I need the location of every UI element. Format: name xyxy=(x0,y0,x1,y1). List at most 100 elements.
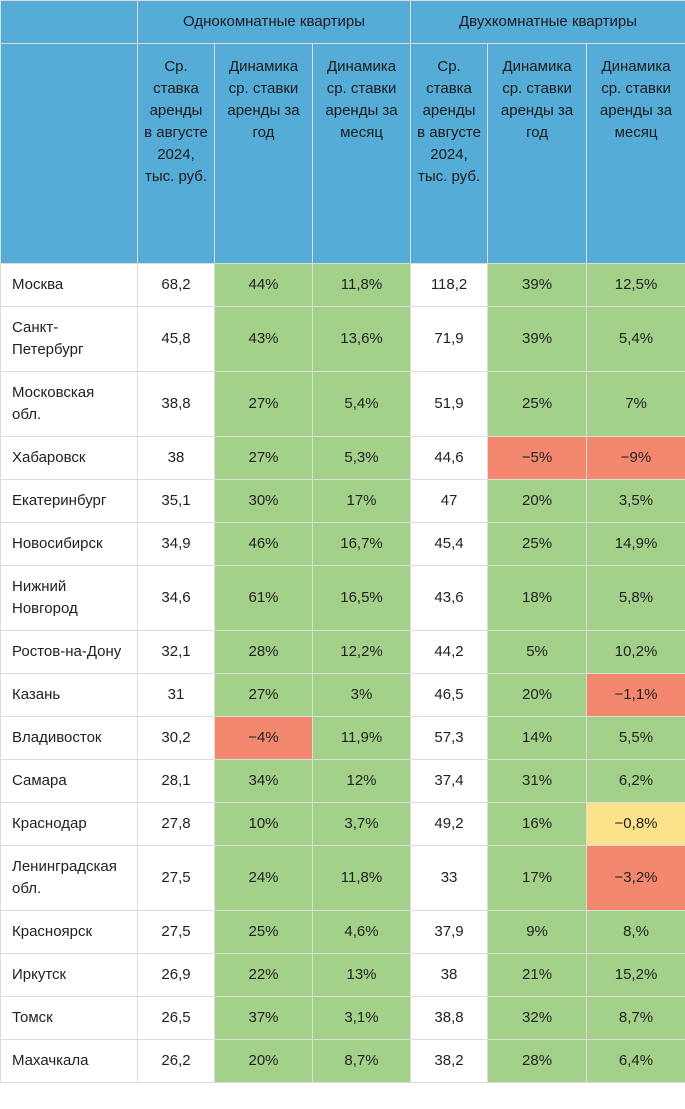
table-row: Иркутск 26,9 22% 13% 38 21% 15,2% xyxy=(0,953,685,997)
table-row: Томск 26,5 37% 3,1% 38,8 32% 8,7% xyxy=(0,996,685,1040)
value-cell: 61% xyxy=(214,565,313,631)
region-cell: Екатеринбург xyxy=(0,479,138,523)
value-cell: 46% xyxy=(214,522,313,566)
region-cell: Краснодар xyxy=(0,802,138,846)
value-cell: 38 xyxy=(137,436,215,480)
corner-cell xyxy=(0,0,138,44)
value-cell: 14,9% xyxy=(586,522,685,566)
value-cell: 30% xyxy=(214,479,313,523)
value-cell: 31 xyxy=(137,673,215,717)
region-cell: Нижний Новгород xyxy=(0,565,138,631)
table-row: Краснодар 27,8 10% 3,7% 49,2 16% −0,8% xyxy=(0,802,685,846)
column-header: Динамика ср. ставки аренды за месяц xyxy=(586,43,685,264)
column-header: Ср. ставка аренды в августе 2024, тыс. р… xyxy=(410,43,489,264)
table-row: Казань 31 27% 3% 46,5 20% −1,1% xyxy=(0,673,685,717)
rent-table: Однокомнатные квартиры Двухкомнатные ква… xyxy=(0,0,685,1083)
value-cell: 20% xyxy=(487,479,588,523)
value-cell: 17% xyxy=(487,845,588,911)
value-cell: 11,8% xyxy=(311,263,412,307)
value-cell: 25% xyxy=(487,522,588,566)
value-cell: 27% xyxy=(214,371,313,437)
value-cell: 20% xyxy=(214,1039,313,1083)
value-cell: 37,4 xyxy=(410,759,489,803)
value-cell: 8,7% xyxy=(586,996,685,1040)
value-cell: 37,9 xyxy=(410,910,489,954)
value-cell: 3,1% xyxy=(311,996,412,1040)
value-cell: 6,2% xyxy=(586,759,685,803)
region-cell: Владивосток xyxy=(0,716,138,760)
region-cell: Казань xyxy=(0,673,138,717)
region-cell: Ростов-на-Дону xyxy=(0,630,138,674)
value-cell: 43,6 xyxy=(410,565,489,631)
value-cell: 34% xyxy=(214,759,313,803)
value-cell: 26,2 xyxy=(137,1039,215,1083)
value-cell: 44,2 xyxy=(410,630,489,674)
table-row: Ленинградская обл. 27,5 24% 11,8% 33 17% −3,2% xyxy=(0,845,685,911)
region-cell: Санкт-Петербург xyxy=(0,306,138,372)
value-cell: 44% xyxy=(214,263,313,307)
value-cell: 33 xyxy=(410,845,489,911)
value-cell: −9% xyxy=(586,436,685,480)
value-cell: 26,9 xyxy=(137,953,215,997)
value-cell: 13,6% xyxy=(311,306,412,372)
table-row: Красноярск 27,5 25% 4,6% 37,9 9% 8,% xyxy=(0,910,685,954)
value-cell: 68,2 xyxy=(137,263,215,307)
value-cell: 3,7% xyxy=(311,802,412,846)
value-cell: 31% xyxy=(487,759,588,803)
value-cell: 25% xyxy=(487,371,588,437)
value-cell: 9% xyxy=(487,910,588,954)
value-cell: 27,5 xyxy=(137,845,215,911)
value-cell: 8,% xyxy=(586,910,685,954)
value-cell: 27% xyxy=(214,436,313,480)
value-cell: −1,1% xyxy=(586,673,685,717)
value-cell: 17% xyxy=(311,479,412,523)
value-cell: 21% xyxy=(487,953,588,997)
value-cell: 16,7% xyxy=(311,522,412,566)
region-cell: Новосибирск xyxy=(0,522,138,566)
value-cell: 49,2 xyxy=(410,802,489,846)
value-cell: 14% xyxy=(487,716,588,760)
table-row: Московская обл. 38,8 27% 5,4% 51,9 25% 7% xyxy=(0,371,685,437)
value-cell: 13% xyxy=(311,953,412,997)
value-cell: 46,5 xyxy=(410,673,489,717)
value-cell: 27,5 xyxy=(137,910,215,954)
region-cell: Самара xyxy=(0,759,138,803)
value-cell: 27,8 xyxy=(137,802,215,846)
value-cell: 44,6 xyxy=(410,436,489,480)
region-cell: Ленинградская обл. xyxy=(0,845,138,911)
value-cell: −5% xyxy=(487,436,588,480)
value-cell: 45,4 xyxy=(410,522,489,566)
value-cell: 39% xyxy=(487,263,588,307)
value-cell: 5,8% xyxy=(586,565,685,631)
value-cell: 28% xyxy=(214,630,313,674)
region-cell: Москва xyxy=(0,263,138,307)
group-row: Однокомнатные квартиры Двухкомнатные ква… xyxy=(0,0,685,44)
value-cell: 28,1 xyxy=(137,759,215,803)
table-row: Самара 28,1 34% 12% 37,4 31% 6,2% xyxy=(0,759,685,803)
value-cell: 16,5% xyxy=(311,565,412,631)
region-cell: Томск xyxy=(0,996,138,1040)
value-cell: 39% xyxy=(487,306,588,372)
region-cell: Иркутск xyxy=(0,953,138,997)
value-cell: 12,2% xyxy=(311,630,412,674)
table-row: Ростов-на-Дону 32,1 28% 12,2% 44,2 5% 10,2% xyxy=(0,630,685,674)
value-cell: 43% xyxy=(214,306,313,372)
value-cell: 5% xyxy=(487,630,588,674)
value-cell: 24% xyxy=(214,845,313,911)
value-cell: 20% xyxy=(487,673,588,717)
value-cell: 38 xyxy=(410,953,489,997)
table-row: Екатеринбург 35,1 30% 17% 47 20% 3,5% xyxy=(0,479,685,523)
value-cell: 10,2% xyxy=(586,630,685,674)
table-row: Москва 68,2 44% 11,8% 118,2 39% 12,5% xyxy=(0,263,685,307)
value-cell: 12,5% xyxy=(586,263,685,307)
value-cell: 37% xyxy=(214,996,313,1040)
table-head: Однокомнатные квартиры Двухкомнатные ква… xyxy=(0,0,685,264)
value-cell: 22% xyxy=(214,953,313,997)
value-cell: 51,9 xyxy=(410,371,489,437)
value-cell: 18% xyxy=(487,565,588,631)
value-cell: 118,2 xyxy=(410,263,489,307)
value-cell: 3,5% xyxy=(586,479,685,523)
value-cell: 34,6 xyxy=(137,565,215,631)
value-cell: 5,4% xyxy=(311,371,412,437)
